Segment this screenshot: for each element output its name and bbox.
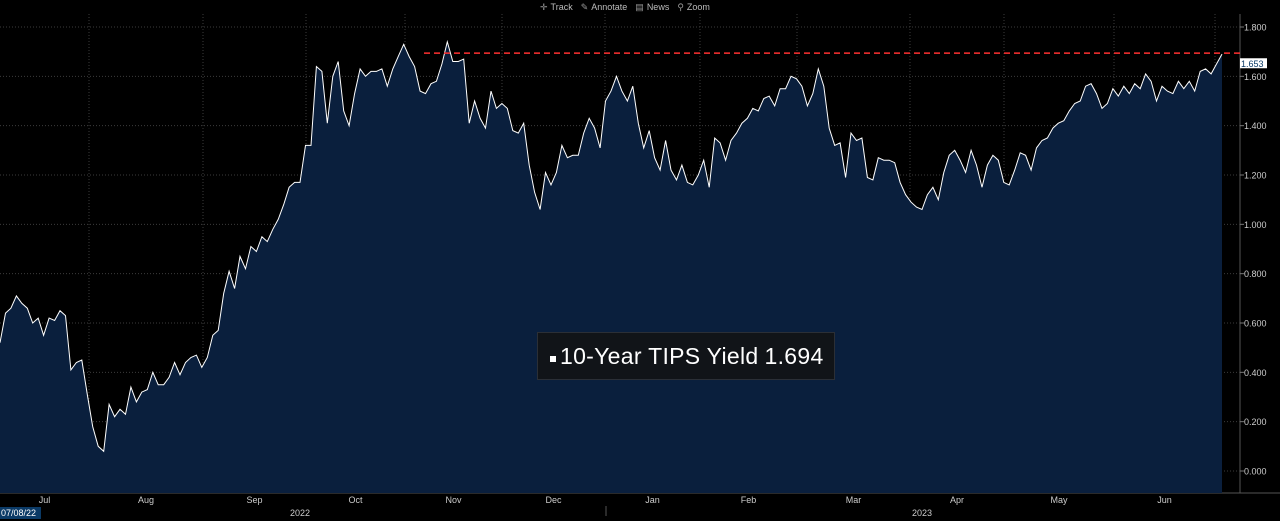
x-tick-label: Apr bbox=[950, 495, 964, 505]
x-tick-label: Jun bbox=[1157, 495, 1172, 505]
zoom-label: Zoom bbox=[686, 2, 710, 12]
x-tick-label: Sep bbox=[246, 495, 262, 505]
x-axis: Jul Aug Sep Oct Nov Dec Jan Feb Mar Apr May Jun 2022… bbox=[39, 495, 1172, 518]
x-tick-label: Jul bbox=[39, 495, 51, 505]
y-tick-label: 0.400 bbox=[1244, 368, 1267, 378]
crosshair-icon: ✛ bbox=[540, 1, 548, 12]
y-tick-label: 1.400 bbox=[1244, 121, 1267, 131]
x-tick-label: May bbox=[1050, 495, 1068, 505]
legend-swatch bbox=[550, 356, 556, 362]
news-label: News bbox=[646, 2, 670, 12]
last-value-marker: 1.653 bbox=[1240, 58, 1267, 69]
x-tick-label: Feb bbox=[741, 495, 757, 505]
legend-series-name: 10-Year TIPS Yield bbox=[560, 342, 759, 369]
y-tick-label: 0.200 bbox=[1244, 417, 1267, 427]
news-icon: ▤ bbox=[635, 1, 644, 12]
track-tool[interactable]: ✛ Track bbox=[540, 0, 573, 14]
series-line bbox=[0, 39, 1223, 453]
y-tick-label: 0.800 bbox=[1244, 269, 1267, 279]
chart-toolbar: ✛ Track ✎ Annotate ▤ News ⚲ Zoom bbox=[540, 0, 710, 14]
y-tick-label: 1.000 bbox=[1244, 220, 1267, 230]
legend-series-value: 1.694 bbox=[764, 342, 824, 369]
y-tick-label: 1.600 bbox=[1244, 72, 1267, 82]
series-area-fill bbox=[0, 41, 1222, 494]
y-tick-label: 0.600 bbox=[1244, 319, 1267, 329]
legend-box[interactable]: 10-Year TIPS Yield 1.694 bbox=[537, 332, 835, 380]
y-tick-label: 1.200 bbox=[1244, 171, 1267, 181]
x-tick-label: Dec bbox=[545, 495, 562, 505]
last-value-text: 1.653 bbox=[1241, 59, 1264, 69]
y-axis: 0.000 0.200 0.400 0.600 0.800 1.000 1.200 1.400… bbox=[1240, 23, 1267, 477]
x-tick-label: Nov bbox=[445, 495, 462, 505]
x-tick-label: Jan bbox=[645, 495, 660, 505]
x-tick-label: Aug bbox=[138, 495, 154, 505]
annotate-label: Annotate bbox=[591, 2, 628, 12]
magnifier-icon: ⚲ bbox=[677, 1, 684, 12]
y-tick-label: 1.800 bbox=[1244, 23, 1267, 33]
y-tick-label: 0.000 bbox=[1244, 467, 1267, 477]
x-tick-label: Mar bbox=[846, 495, 862, 505]
track-label: Track bbox=[550, 2, 573, 12]
pencil-icon: ✎ bbox=[580, 1, 589, 12]
news-tool[interactable]: ▤ News bbox=[635, 0, 669, 14]
x-tick-label: Oct bbox=[348, 495, 363, 505]
zoom-tool[interactable]: ⚲ Zoom bbox=[677, 0, 710, 14]
year-label: 2022 bbox=[290, 508, 310, 518]
last-value-box bbox=[1240, 58, 1267, 69]
start-date-label: 07/08/22 bbox=[0, 507, 41, 519]
annotate-tool[interactable]: ✎ Annotate bbox=[581, 0, 628, 14]
year-label: 2023 bbox=[912, 508, 932, 518]
